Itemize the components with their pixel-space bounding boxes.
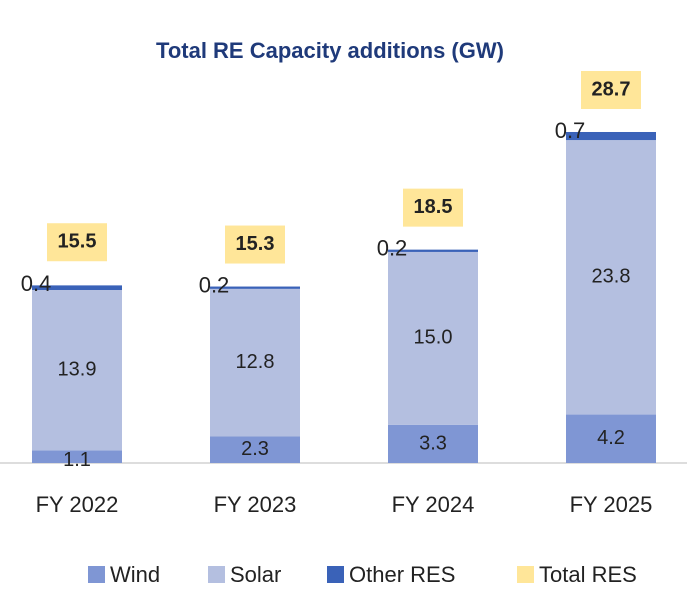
data-label: 3.3 bbox=[419, 432, 447, 454]
legend-label: Wind bbox=[110, 562, 160, 587]
x-tick-label: FY 2024 bbox=[392, 492, 475, 517]
bar-segment bbox=[566, 131, 656, 141]
legend-swatch bbox=[88, 566, 105, 583]
total-label-box bbox=[47, 223, 107, 262]
data-label: 23.8 bbox=[592, 266, 631, 288]
data-label: 0.7 bbox=[555, 118, 586, 143]
data-label: 0.4 bbox=[21, 271, 52, 296]
bar-segment bbox=[566, 140, 656, 415]
data-label: 4.2 bbox=[597, 427, 625, 449]
bar-segment bbox=[210, 286, 300, 289]
data-label: 2.3 bbox=[241, 438, 269, 460]
total-label: 15.3 bbox=[236, 233, 275, 255]
total-label: 18.5 bbox=[414, 196, 453, 218]
data-label: 0.2 bbox=[377, 235, 408, 260]
total-label-box bbox=[403, 188, 463, 227]
total-label: 28.7 bbox=[592, 78, 631, 100]
legend-swatch bbox=[517, 566, 534, 583]
data-label: 15.0 bbox=[414, 327, 453, 349]
data-label: 1.1 bbox=[63, 449, 91, 471]
x-tick-label: FY 2022 bbox=[36, 492, 119, 517]
x-tick-label: FY 2025 bbox=[570, 492, 653, 517]
total-label: 15.5 bbox=[58, 231, 97, 253]
legend-label: Solar bbox=[230, 562, 281, 587]
bar-segment bbox=[566, 414, 656, 463]
bar-segment bbox=[388, 249, 478, 252]
total-label-box bbox=[225, 225, 285, 264]
legend-swatch bbox=[208, 566, 225, 583]
chart-title: Total RE Capacity additions (GW) bbox=[156, 38, 504, 63]
bar-segment bbox=[32, 290, 122, 451]
bar-segment bbox=[210, 288, 300, 437]
bar-segment bbox=[210, 436, 300, 463]
bar-segment bbox=[32, 450, 122, 463]
data-label: 13.9 bbox=[58, 358, 97, 380]
bar-segment bbox=[32, 285, 122, 290]
bar-segment bbox=[388, 424, 478, 463]
total-label-box bbox=[581, 70, 641, 109]
data-label: 12.8 bbox=[236, 351, 275, 373]
legend-swatch bbox=[327, 566, 344, 583]
legend-label: Other RES bbox=[349, 562, 455, 587]
bar-segment bbox=[388, 251, 478, 425]
x-tick-label: FY 2023 bbox=[214, 492, 297, 517]
legend-label: Total RES bbox=[539, 562, 637, 587]
data-label: 0.2 bbox=[199, 272, 230, 297]
